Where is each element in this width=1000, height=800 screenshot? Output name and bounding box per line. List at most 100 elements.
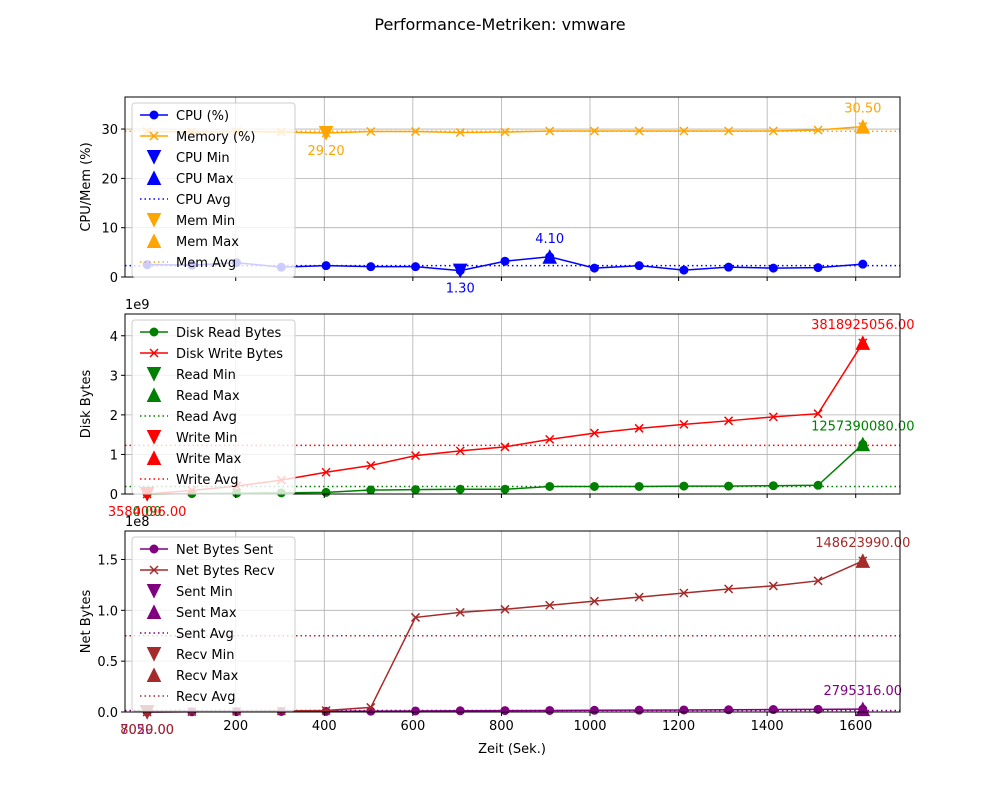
panel1-disk-read-bytes-point xyxy=(589,481,599,491)
panel2-x-tick-label: 1000 xyxy=(573,719,606,734)
panel2-net-bytes-recv-point xyxy=(366,702,376,712)
panel2-y-tick-label: 0.5 xyxy=(97,655,118,670)
panel1-disk-read-bytes-point xyxy=(545,481,555,491)
panel1-disk-read-bytes-point xyxy=(634,481,644,491)
panel1-disk-read-bytes-point xyxy=(366,485,376,495)
panel1-legend-read-min-marker xyxy=(146,367,162,382)
panel1-disk-read-bytes-point xyxy=(724,481,734,491)
panel1-legend-read-max-label: Read Max xyxy=(176,389,240,404)
panel2-net-bytes-sent-point xyxy=(411,706,421,716)
panel2-x-tick-label: 400 xyxy=(312,719,337,734)
panel0-legend-memory-marker xyxy=(149,131,159,141)
panel0-memory-point xyxy=(589,126,599,136)
panel2-net-bytes-recv-point xyxy=(545,600,555,610)
panel2-legend-sent-max-label: Sent Max xyxy=(176,606,237,621)
panel2-net-bytes-recv-point xyxy=(679,588,689,598)
panel0-y-axis-label: CPU/Mem (%) xyxy=(79,142,94,231)
panel0-cpu-point xyxy=(634,261,644,271)
panel0-legend-cpu-marker xyxy=(149,110,159,120)
x-axis-label: Zeit (Sek.) xyxy=(478,742,546,757)
panel2-legend-net-bytes-recv-label: Net Bytes Recv xyxy=(176,564,275,579)
panel0-cpu-max-label: 4.10 xyxy=(535,232,564,247)
panel2-legend-recv-avg-label: Recv Avg xyxy=(176,690,236,705)
panel2-legend-recv-min-label: Recv Min xyxy=(176,648,235,663)
panel0-y-tick-label: 0 xyxy=(110,271,118,286)
panel0-cpu-max-marker xyxy=(542,249,558,264)
cpu-mem-panel: 1.30 4.10 29.20 30.50 0 10 20 30 CPU/Mem (%) CPU … xyxy=(79,96,901,297)
net-panel: 7050.00 2795316.00 8029.00 148623990.00 200 4… xyxy=(79,515,910,738)
panel0-cpu-point xyxy=(366,262,376,272)
panel2-recv-min-label: 8029.00 xyxy=(120,723,174,738)
panel2-y-axis-label: Net Bytes xyxy=(79,590,94,654)
panel0-cpu-point xyxy=(679,265,689,275)
panel1-disk-read-bytes-point xyxy=(321,487,331,497)
panel1-legend-disk-write-bytes-label: Disk Write Bytes xyxy=(176,347,283,362)
panel0-cpu-point xyxy=(411,262,421,272)
panel0-cpu-point xyxy=(589,263,599,273)
panel1-legend-write-avg-label: Write Avg xyxy=(176,473,239,488)
panel2-net-bytes-sent-point xyxy=(634,705,644,715)
panel1-y-tick-label: 2 xyxy=(110,409,118,424)
panel1-legend-read-max-marker xyxy=(146,387,162,402)
disk-panel: 0.00 1257390080.00 3584096.00 3818925056.00… xyxy=(79,298,914,520)
panel1-legend-write-min-label: Write Min xyxy=(176,431,238,446)
panel0-legend-mem-max-label: Mem Max xyxy=(176,235,239,250)
panel0-legend-mem-min-label: Mem Min xyxy=(176,214,235,229)
panel1-write-max-marker xyxy=(855,335,871,350)
panel0-legend-cpu-min-label: CPU Min xyxy=(176,151,230,166)
panel0-legend-mem-min-marker xyxy=(146,213,162,228)
panel0-memory-point xyxy=(813,125,823,135)
panel2-x-tick-label: 1600 xyxy=(839,719,872,734)
panel1-disk-write-bytes-point xyxy=(634,423,644,433)
panel2-net-bytes-sent-point xyxy=(545,705,555,715)
panel1-disk-write-bytes-point xyxy=(500,442,510,452)
panel2-net-bytes-sent-point xyxy=(724,705,734,715)
panel2-x-tick-label: 800 xyxy=(489,719,514,734)
panel2-legend-recv-max-marker xyxy=(146,667,162,682)
panel2-legend-sent-max-marker xyxy=(146,604,162,619)
panel2-x-tick-label: 1200 xyxy=(662,719,695,734)
panel1-disk-read-bytes-point xyxy=(500,484,510,494)
panel1-disk-read-bytes-point xyxy=(813,480,823,490)
panel0-y-tick-label: 20 xyxy=(101,172,118,187)
panel2-net-bytes-sent-point xyxy=(679,705,689,715)
panel0-cpu-point xyxy=(768,263,778,273)
panel2-legend-sent-min-label: Sent Min xyxy=(176,585,233,600)
panel2-net-bytes-recv-point xyxy=(455,607,465,617)
panel1-y-tick-label: 0 xyxy=(110,488,118,503)
panel1-disk-read-bytes-point xyxy=(679,481,689,491)
panel0-legend-cpu-max-marker xyxy=(146,170,162,185)
panel2-net-bytes-sent-point xyxy=(455,706,465,716)
panel2-legend-box xyxy=(131,536,296,712)
panel0-cpu-min-marker xyxy=(452,263,468,279)
panel1-read-max-label: 1257390080.00 xyxy=(811,419,914,434)
panel0-legend-mem-max-marker xyxy=(146,233,162,248)
panel0-legend-cpu-avg-label: CPU Avg xyxy=(176,193,231,208)
panel0-cpu-point xyxy=(321,261,331,271)
panel0-memory-point xyxy=(724,126,734,136)
panel2-y-tick-label: 1.5 xyxy=(97,553,118,568)
panel2-sent-max-label: 2795316.00 xyxy=(824,684,903,699)
panel0-legend-cpu-label: CPU (%) xyxy=(176,109,229,124)
panel1-legend-write-max-label: Write Max xyxy=(176,452,242,467)
panel0-memory-point xyxy=(545,126,555,136)
panel2-net-bytes-sent-point xyxy=(589,705,599,715)
panel1-legend-disk-read-bytes-marker xyxy=(149,327,159,337)
panel1-legend-disk-write-bytes-marker xyxy=(149,348,159,358)
panel0-mem-max-marker xyxy=(855,118,871,134)
panel2-net-bytes-recv-point xyxy=(724,584,734,594)
panel2-net-bytes-recv-point xyxy=(768,581,778,591)
panel1-disk-write-bytes-point xyxy=(410,451,421,461)
panel0-legend-cpu-min-marker xyxy=(146,150,162,165)
panel0-axes-frame xyxy=(124,96,901,278)
panel1-disk-read-bytes-point xyxy=(455,484,465,494)
panel2-legend-sent-avg-label: Sent Avg xyxy=(176,627,234,642)
panel2-x-tick-label: 200 xyxy=(223,719,248,734)
panel1-legend-write-min-marker xyxy=(146,430,162,445)
panel2-legend-recv-max-label: Recv Max xyxy=(176,669,239,684)
panel0-y-tick-label: 10 xyxy=(101,222,118,237)
panel2-legend-recv-min-marker xyxy=(146,647,162,662)
panel0-cpu-min-label: 1.30 xyxy=(446,282,475,297)
panel1-y-tick-label: 1 xyxy=(110,448,118,463)
